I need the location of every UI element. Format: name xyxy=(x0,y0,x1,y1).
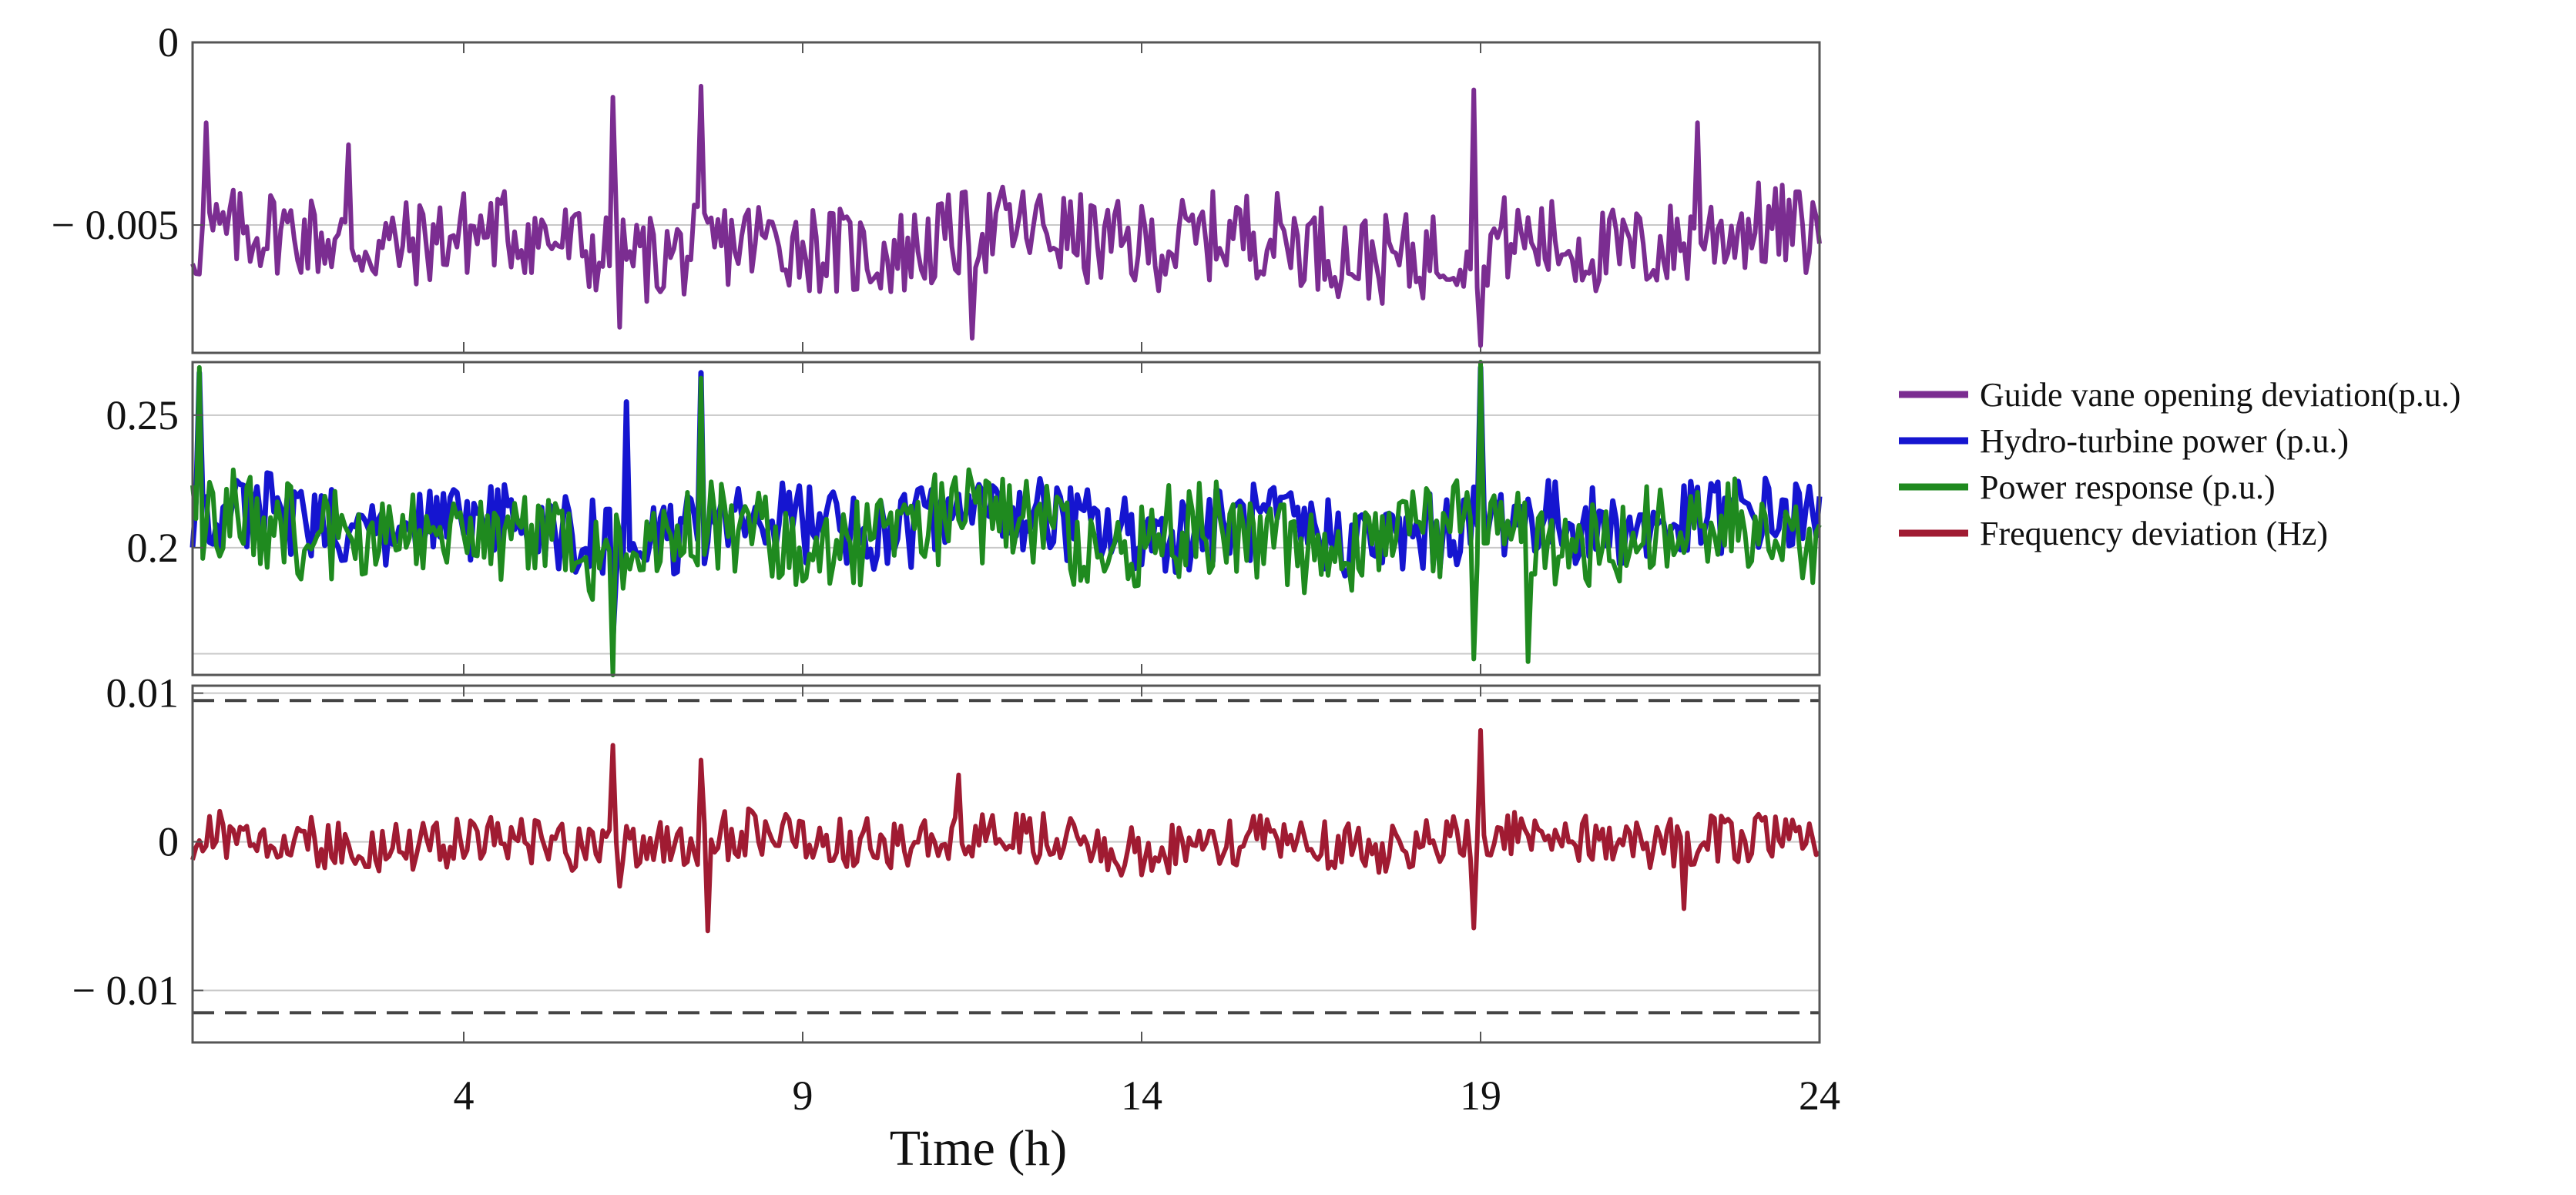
x-tick-label: 4 xyxy=(454,1072,475,1119)
panel-frame xyxy=(191,684,1821,1044)
x-tick-label: 9 xyxy=(793,1072,813,1119)
y-tick-label: 0 xyxy=(158,19,179,65)
series-line-guide-vane-opening-deviation-p-u- xyxy=(190,83,1822,348)
x-tick-label: 19 xyxy=(1460,1072,1501,1119)
series-line-frequency-deviation-hz- xyxy=(190,727,1821,934)
y-tick-label: − 0.01 xyxy=(72,967,179,1013)
legend-label-frequency: Frequency deviation (Hz) xyxy=(1980,515,2328,552)
y-tick-label: 0.2 xyxy=(127,525,179,571)
panel-power: 0.25 0.2 xyxy=(106,360,1823,677)
panel-guide-vane: 0 − 0.005 xyxy=(52,19,1822,354)
y-tick-label: 0.01 xyxy=(106,670,179,717)
x-axis: 4 9 14 19 24 xyxy=(454,1072,1841,1119)
legend-label-hydro-turbine: Hydro-turbine power (p.u.) xyxy=(1980,422,2349,460)
x-tick-label: 14 xyxy=(1121,1072,1162,1119)
panel-frame xyxy=(191,361,1821,676)
chart-panels: 0 − 0.005 0.25 0.2 0.01 0 − 0.01 xyxy=(52,19,1823,1044)
panel-frequency: 0.01 0 − 0.01 xyxy=(72,670,1821,1044)
x-axis-label: Time (h) xyxy=(890,1120,1067,1177)
legend-label-guide-vane: Guide vane opening deviation(p.u.) xyxy=(1980,376,2460,414)
legend-label-power-response: Power response (p.u.) xyxy=(1980,468,2276,506)
x-tick-label: 24 xyxy=(1799,1072,1840,1119)
series-line-power-response-p-u- xyxy=(190,360,1822,677)
panel-frame xyxy=(191,41,1821,354)
y-tick-label: 0 xyxy=(158,819,179,865)
y-tick-label: − 0.005 xyxy=(52,202,179,248)
legend: Guide vane opening deviation(p.u.) Hydro… xyxy=(1899,376,2460,552)
y-tick-label: 0.25 xyxy=(106,392,179,438)
